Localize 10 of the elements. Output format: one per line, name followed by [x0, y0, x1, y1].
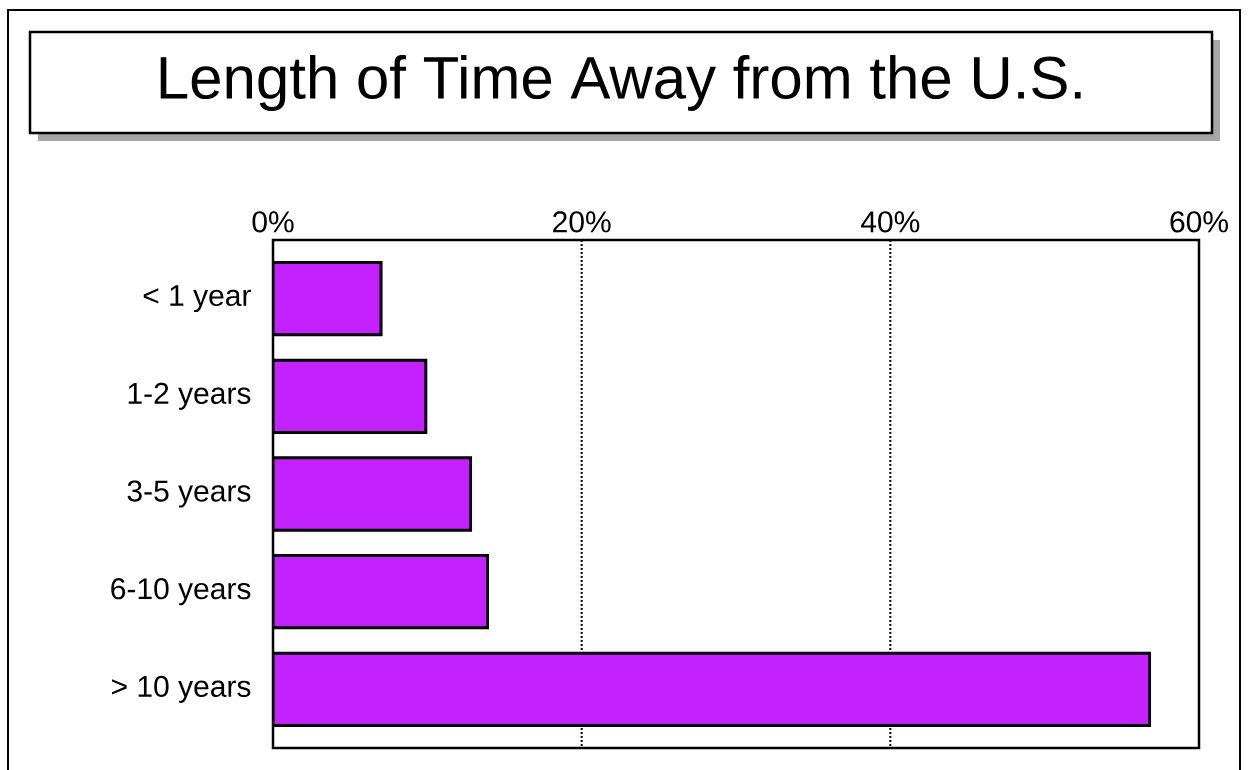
y-tick-label: 1-2 years: [128, 382, 251, 410]
y-tick-label: 3-5 years: [127, 480, 251, 508]
x-tick-label: 0%: [252, 211, 294, 233]
x-tick-label: 20%: [553, 211, 611, 233]
chart-title: Length of Time Away from the U.S.: [160, 55, 1081, 111]
y-tick-label: 6-10 years: [111, 578, 251, 606]
y-tick-label: < 1 year: [143, 285, 251, 313]
x-tick-label: 40%: [861, 211, 920, 233]
y-tick-label: > 10 years: [112, 675, 251, 703]
x-tick-label: 60%: [1170, 211, 1228, 233]
